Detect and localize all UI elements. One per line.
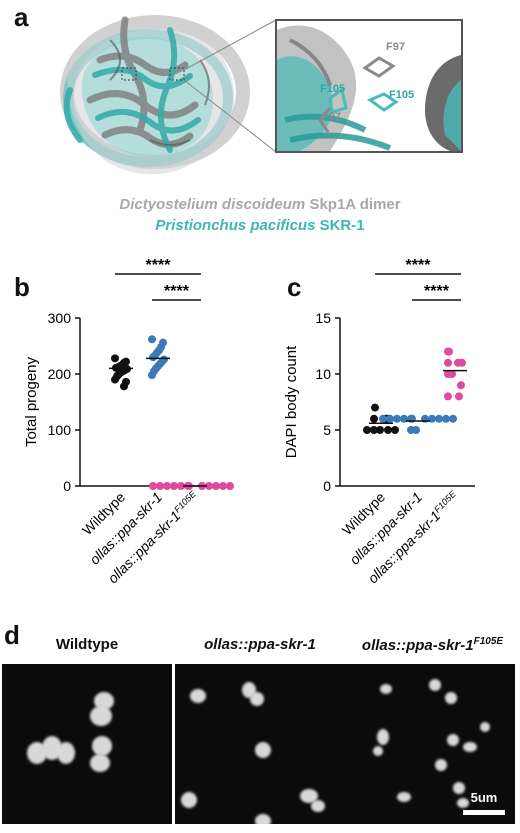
c-point-s1-12: [407, 426, 415, 434]
b-point-s1-6: [149, 353, 157, 362]
c-point-s0-4: [376, 426, 384, 434]
c-ytick-label-1: 5: [323, 422, 331, 438]
c-sig-label-1: ****: [424, 283, 450, 300]
c-point-s0-8: [391, 426, 399, 434]
c-ytick-label-0: 0: [323, 478, 331, 494]
b-point-s2-7: [163, 482, 171, 490]
micrograph-skr1-f105e: 5um: [345, 664, 515, 824]
c-ytick-label-3: 15: [315, 310, 331, 326]
b-point-s1-0: [148, 335, 156, 344]
micro-title-skr1-f105e: ollas::ppa-skr-1F105E: [361, 636, 504, 654]
c-ytick-label-2: 10: [315, 366, 331, 382]
c-point-s2-4: [458, 358, 466, 367]
micrograph-skr1: [175, 664, 345, 824]
micro-title-skr1: ollas::ppa-skr-1: [204, 636, 316, 653]
legend-species-1: Dictyostelium discoideum: [119, 196, 306, 213]
c-point-s1-8: [442, 414, 450, 423]
b-point-s2-5: [170, 482, 178, 490]
b-point-s2-8: [219, 482, 227, 490]
c-point-s1-10: [449, 414, 457, 423]
c-point-s2-9: [444, 392, 452, 401]
b-ytick-label-3: 300: [48, 310, 72, 326]
structure-overview: [60, 15, 250, 175]
micrograph-wildtype: [2, 664, 172, 824]
panel-letter-c: c: [287, 272, 302, 302]
c-point-s2-3: [444, 358, 452, 367]
b-ylabel: Total progeny: [23, 356, 40, 447]
legend-rest-2: SKR-1: [319, 217, 365, 234]
c-point-s1-9: [379, 414, 387, 423]
b-sig-label-0: ****: [146, 257, 172, 274]
scale-bar-label: 5um: [470, 790, 498, 805]
c-point-s0-0: [371, 403, 379, 412]
c-point-s2-8: [455, 392, 463, 401]
b-point-s2-10: [226, 482, 234, 490]
legend-species-2: Pristionchus pacificus: [155, 217, 316, 234]
b-point-s2-11: [149, 482, 157, 490]
legend-rest-1: Skp1A dimer: [309, 196, 401, 213]
c-point-s2-7: [457, 381, 465, 390]
protein-structure-illustration: F97 F105 F105 F97: [60, 15, 463, 175]
b-point-s0-0: [111, 354, 119, 363]
b-sig-label-1: ****: [164, 283, 190, 300]
c-point-s1-6: [435, 414, 443, 423]
c-ylabel: DAPI body count: [283, 345, 300, 458]
c-sig-label-0: ****: [406, 257, 432, 274]
c-point-s1-5: [393, 414, 401, 423]
inset-label-f97-top: F97: [386, 41, 405, 53]
inset-label-f97-bottom: F97: [322, 111, 341, 123]
legend-pristionchus: Pristionchus pacificus SKR-1: [0, 217, 520, 234]
c-point-s0-7: [363, 426, 371, 434]
b-point-s2-9: [156, 482, 164, 490]
inset-label-f105-left: F105: [320, 83, 345, 95]
legend-dictyostelium: Dictyostelium discoideum Skp1A dimer: [0, 196, 520, 213]
c-point-s1-7: [386, 414, 394, 423]
c-point-s0-5: [370, 426, 378, 434]
b-point-s0-15: [120, 382, 128, 391]
panel-letter-b: b: [14, 272, 30, 302]
inset-zoom: F97 F105 F105 F97: [275, 19, 463, 153]
b-ytick-label-2: 200: [48, 366, 72, 382]
b-ytick-label-1: 100: [48, 422, 72, 438]
b-point-s2-3: [177, 482, 185, 490]
scale-bar: [463, 810, 505, 815]
b-point-s2-6: [212, 482, 220, 490]
b-point-s0-13: [111, 375, 119, 384]
inset-label-f105-right: F105: [389, 89, 414, 101]
b-ytick-label-0: 0: [63, 478, 71, 494]
c-point-s0-6: [384, 426, 392, 434]
b-point-s1-13: [148, 371, 156, 380]
panel-letter-a: a: [14, 2, 29, 32]
panel-letter-d: d: [4, 620, 20, 650]
c-point-s2-1: [444, 347, 452, 356]
b-point-s2-4: [205, 482, 213, 490]
c-point-s0-2: [370, 414, 378, 423]
c-point-s2-6: [444, 370, 452, 378]
micro-title-wildtype: Wildtype: [55, 636, 119, 653]
